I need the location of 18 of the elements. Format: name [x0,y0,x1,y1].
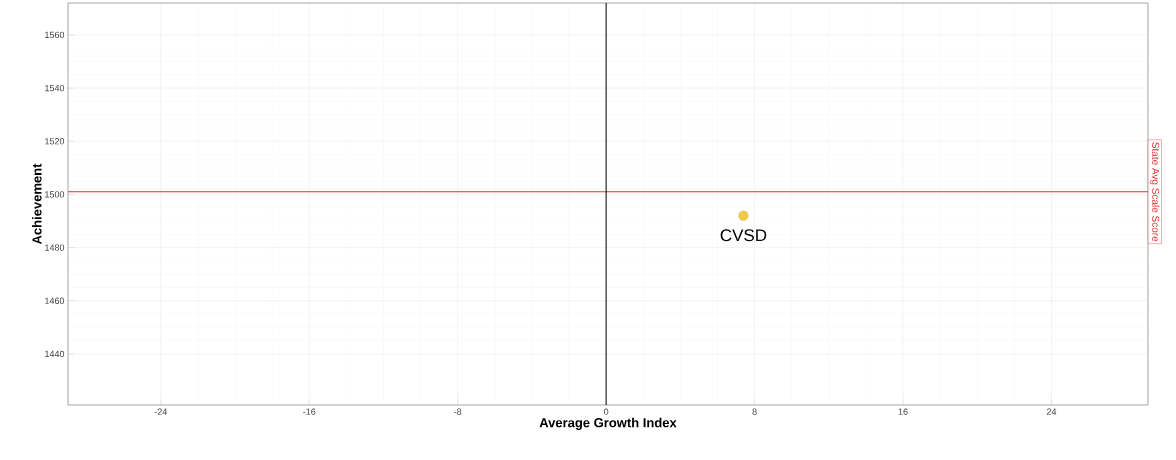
x-tick-label: -8 [454,408,462,415]
y-tick-label: 1440 [45,350,65,358]
y-tick-label: 1560 [45,31,65,39]
x-tick-label: 16 [898,408,908,415]
y-tick-label: 1480 [45,244,65,251]
y-tick-label: 1460 [45,297,65,304]
y-tick-label: 1540 [45,84,65,92]
y-tick-label: 1520 [45,138,65,145]
x-tick-label: 0 [603,408,609,415]
x-tick-label: -24 [154,408,168,415]
series-label: CVSD [720,229,767,242]
x-tick-label: 8 [752,408,757,415]
x-axis-title: Average Growth Index [539,417,677,430]
y-axis-title: Achievement [32,163,42,245]
y-tick-label: 1500 [45,191,65,198]
x-tick-label: 24 [1046,408,1057,415]
x-tick-label: -16 [303,408,316,415]
ref-line-label: State Avg Scale Score [1150,142,1160,242]
